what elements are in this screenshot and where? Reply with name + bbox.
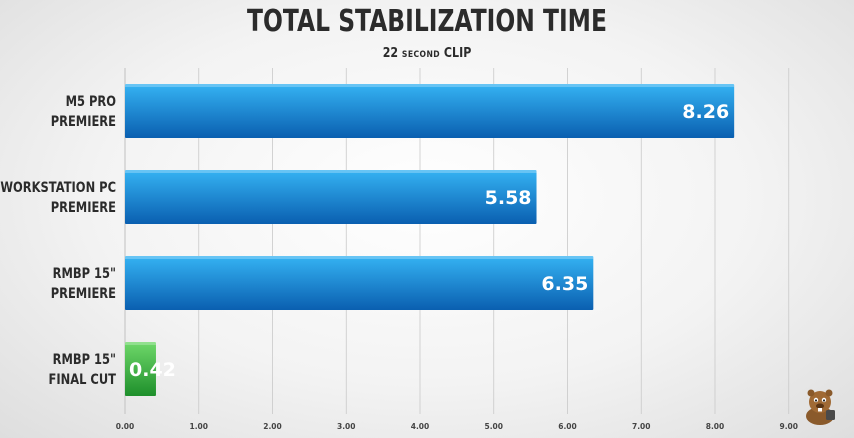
bar (125, 170, 537, 224)
category-label: WORKSTATION PC (0, 180, 116, 196)
x-tick-label: 9.00 (779, 422, 798, 431)
bar (125, 256, 594, 310)
chart-title: TOTAL STABILIZATION TIME (247, 4, 607, 39)
bar-highlight (125, 170, 537, 173)
x-axis-ticks: 0.00 1.00 2.00 3.00 4.00 5.00 6.00 7.00 8.00 9.00 (116, 422, 798, 431)
chart-subtitle-part: 22 (382, 46, 402, 61)
bars: 8.26 5.58 6.35 0.42 (125, 84, 735, 396)
category-label: RMBP 15" (53, 266, 116, 282)
x-tick-label: 7.00 (632, 422, 651, 431)
chart-subtitle-part: CLIP (440, 46, 472, 61)
bar-value-label: 0.42 (129, 359, 176, 381)
category-label: FINAL CUT (49, 372, 117, 388)
x-tick-label: 1.00 (189, 422, 208, 431)
x-tick-label: 2.00 (263, 422, 282, 431)
x-tick-label: 0.00 (116, 422, 135, 431)
category-label: PREMIERE (51, 114, 116, 130)
bar-highlight (125, 84, 735, 87)
bar-highlight (125, 342, 156, 345)
category-label: PREMIERE (51, 286, 116, 302)
bar-value-label: 8.26 (682, 101, 729, 123)
chart-subtitle-part: SECOND (401, 50, 441, 60)
category-label: RMBP 15" (53, 352, 116, 368)
bar-highlight (125, 256, 594, 259)
category-label: M5 PRO (66, 94, 117, 110)
x-tick-label: 6.00 (558, 422, 577, 431)
bar-value-label: 6.35 (541, 273, 588, 295)
x-tick-label: 5.00 (484, 422, 503, 431)
x-tick-label: 8.00 (706, 422, 725, 431)
category-label: PREMIERE (51, 200, 116, 216)
x-tick-label: 4.00 (411, 422, 430, 431)
bar (125, 84, 735, 138)
x-tick-label: 3.00 (337, 422, 356, 431)
bar (125, 342, 156, 396)
beaver-mascot-icon (806, 389, 835, 425)
bar-value-label: 5.58 (485, 187, 532, 209)
category-labels: M5 PRO PREMIERE WORKSTATION PC PREMIERE RMBP… (0, 94, 116, 388)
chart-subtitle: 22 SECOND CLIP (64, 46, 790, 61)
